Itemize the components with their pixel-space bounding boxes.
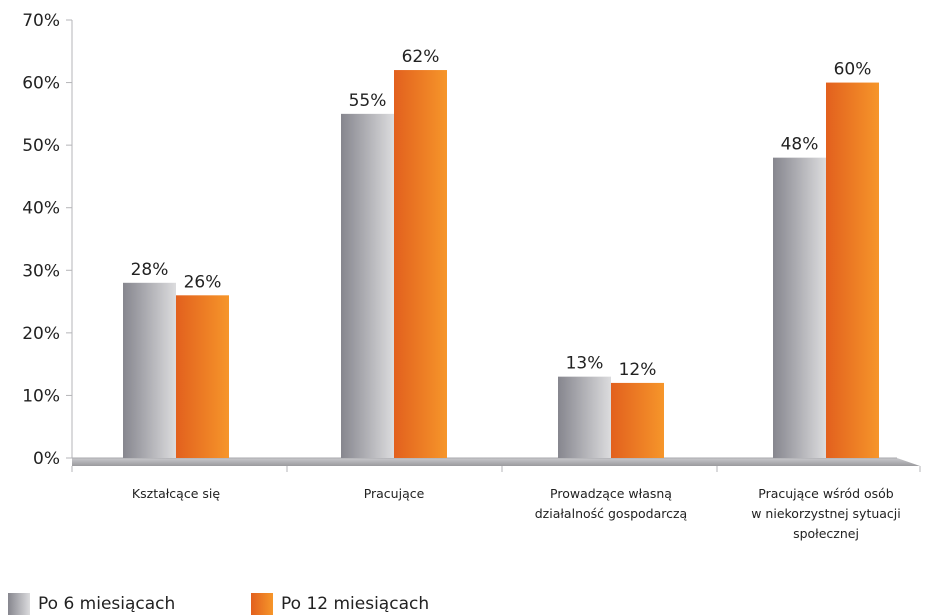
- data-label: 26%: [184, 272, 222, 292]
- legend-swatch-orange: [251, 593, 273, 615]
- y-tick-label: 40%: [22, 199, 60, 219]
- bar-series-1: [341, 113, 394, 458]
- x-axis-floor: [72, 458, 920, 466]
- y-axis: 0% 10% 20% 30% 40% 50% 60% 70%: [22, 11, 921, 472]
- bar-series-2: [611, 382, 664, 458]
- data-label: 28%: [131, 260, 169, 280]
- data-label: 13%: [566, 354, 604, 374]
- x-category-label: w niekorzystnej sytuacji: [751, 506, 901, 521]
- legend-item-series-1: Po 6 miesiącach: [8, 593, 175, 615]
- data-label: 48%: [781, 135, 819, 155]
- bar-series-2: [394, 70, 447, 459]
- x-category-label: Pracujące wśród osób: [758, 486, 894, 501]
- y-tick-label: 20%: [22, 324, 60, 344]
- x-category-label: Kształcące się: [132, 486, 220, 501]
- bar-series-1: [558, 376, 611, 458]
- value-labels: 28% 26% 55% 62% 13% 12% 48% 60%: [131, 47, 872, 380]
- x-category-label: Prowadzące własną: [550, 486, 672, 501]
- x-category-label: Pracujące: [364, 486, 425, 501]
- y-tick-label: 30%: [22, 261, 60, 281]
- legend-label: Po 6 miesiącach: [38, 594, 176, 614]
- bar-series-2: [176, 295, 229, 458]
- data-label: 62%: [402, 47, 440, 67]
- y-tick-label: 70%: [22, 11, 60, 31]
- y-tick-label: 10%: [22, 386, 60, 406]
- legend-item-series-2: Po 12 miesiącach: [251, 593, 429, 615]
- y-tick-label: 50%: [22, 136, 60, 156]
- data-label: 60%: [834, 60, 872, 80]
- x-category-label: działalność gospodarczą: [535, 506, 688, 521]
- legend-label: Po 12 miesiącach: [281, 594, 430, 614]
- y-tick-label: 0%: [33, 449, 60, 469]
- bar-series-1: [773, 157, 826, 458]
- bar-series-2: [826, 82, 879, 459]
- data-label: 12%: [619, 360, 657, 380]
- bars: [123, 70, 879, 459]
- category-labels: Kształcące się Pracujące Prowadzące własną…: [132, 486, 901, 541]
- legend-swatch-grey: [8, 593, 30, 615]
- data-label: 55%: [349, 91, 387, 111]
- y-tick-label: 60%: [22, 74, 60, 94]
- x-category-label: społecznej: [793, 526, 859, 541]
- bar-series-1: [123, 282, 176, 458]
